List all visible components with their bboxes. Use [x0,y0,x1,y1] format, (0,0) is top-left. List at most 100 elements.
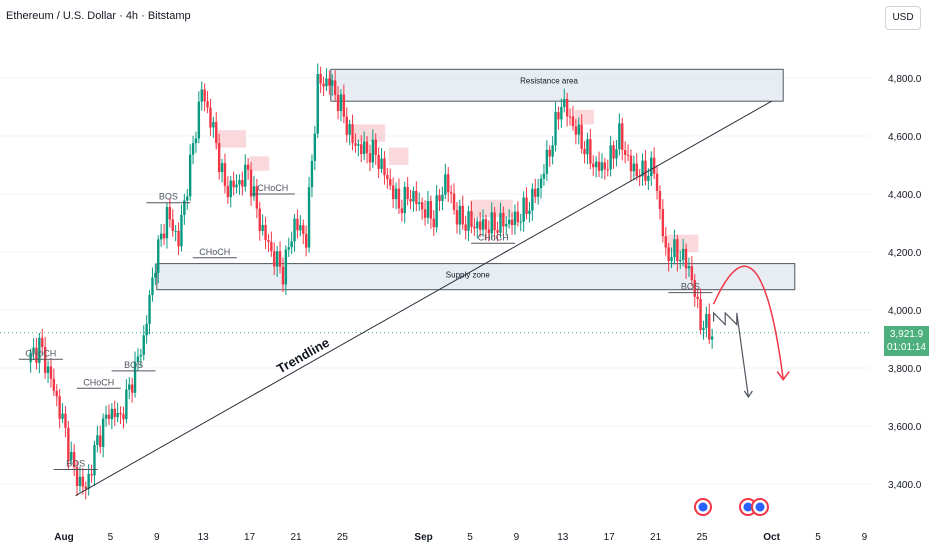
candle-body [597,161,601,171]
candle-body [603,162,607,170]
x-tick-label: 9 [862,532,868,543]
candle-body [444,174,447,195]
structure-label: CHoCH [83,377,114,387]
candle-body [641,160,644,177]
candle-body [670,257,673,262]
candle-body [418,202,421,205]
candle-body [41,337,44,348]
x-tick-label: 17 [604,532,616,543]
y-tick-label: 4,200.0 [888,248,922,259]
candle-body [177,230,180,247]
candle-body [600,162,604,171]
candle-body [157,239,160,273]
candle-body [322,83,325,87]
candle-body [72,451,76,468]
candle-body [148,295,151,324]
x-tick-label: Oct [763,532,780,543]
candle-body [220,163,224,173]
candle-body [145,323,148,336]
candle-body [310,160,314,188]
candle-body [374,139,377,155]
candle-body [307,187,311,248]
candle-body [107,414,111,420]
candle-body [499,212,502,233]
candle-body [476,221,479,229]
x-tick-label: 13 [557,532,569,543]
candle-body [534,188,537,197]
candle-body [354,143,357,146]
candle-body [464,224,467,231]
candle-body [336,94,340,111]
candle-body [557,112,560,120]
bar-countdown: 01:01:14 [887,342,926,353]
candle-body [626,154,630,156]
x-tick-label: 21 [650,532,662,543]
candle-body [275,251,279,267]
candle-body [644,160,647,181]
candle-body [267,240,270,242]
candle-body [400,208,404,214]
structure-label: CHoCH [199,247,230,257]
candle-body [255,186,259,209]
supply-block [388,147,409,165]
us-flag-icon-center [743,502,753,512]
us-flag-icon-center [698,502,708,512]
candle-body [664,236,667,248]
candle-body [87,474,90,489]
candle-body [383,158,386,176]
candle-body [328,78,331,86]
candle-body [632,163,636,172]
trendline[interactable] [75,100,772,497]
candle-body [249,169,253,197]
candle-body [58,396,61,419]
candle-body [507,219,511,225]
candle-body [284,249,288,285]
zone-box[interactable] [330,68,784,102]
candle-body [403,186,406,214]
candle-body [226,185,230,198]
structure-label: CHoCH [25,348,56,358]
candle-body [505,224,508,227]
candle-body [650,157,653,177]
candle-body [490,212,493,234]
candle-body [415,190,418,205]
us-flag-icon-center [755,502,765,512]
candle-body [162,233,166,239]
candle-body [125,389,128,420]
candle-body [667,247,670,262]
candle-body [293,218,296,242]
candle-body [46,366,50,373]
candle-body [623,149,627,155]
currency-button[interactable]: USD [885,6,921,30]
y-tick-label: 4,000.0 [888,306,922,317]
supply-block [249,156,270,171]
supply-block [574,109,594,125]
candle-body [215,121,218,143]
candle-body [130,384,134,393]
candle-body [316,73,319,134]
candle-body [209,107,212,128]
candle-body [371,139,375,163]
candle-body [528,210,531,214]
candle-body [487,229,491,234]
candle-body [64,413,67,428]
candle-body [299,225,302,231]
candle-body [348,124,351,135]
candle-body [116,412,119,418]
candle-body [473,226,476,229]
y-tick-label: 4,400.0 [888,190,922,201]
candle-body [441,194,444,201]
candle-body [29,352,32,363]
candle-body [687,266,691,269]
structure-label: CHoCH [257,183,288,193]
candle-body [577,124,580,135]
candle-body [128,384,131,390]
candle-body [589,139,592,164]
candle-body [154,272,157,278]
x-tick-label: 25 [337,532,349,543]
candle-body [394,188,398,200]
candle-body [621,123,624,150]
y-tick-label: 3,400.0 [888,480,922,491]
candle-body [212,121,215,128]
